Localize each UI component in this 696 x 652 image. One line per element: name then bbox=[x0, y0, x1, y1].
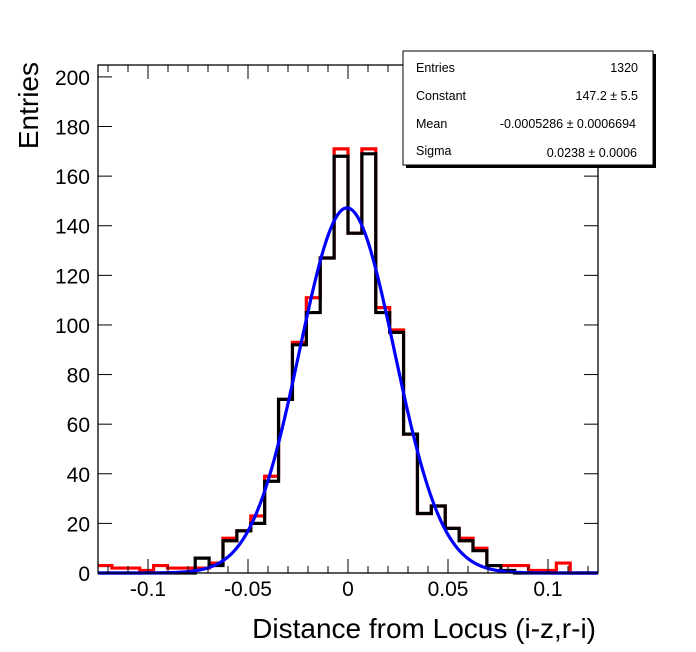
x-tick-label: 0.05 bbox=[428, 578, 469, 601]
stats-mean-label: Mean bbox=[416, 117, 447, 131]
y-tick-label: 60 bbox=[67, 414, 90, 437]
y-tick-label: 200 bbox=[55, 67, 90, 90]
y-tick-label: 0 bbox=[78, 563, 90, 586]
gaussian-fit bbox=[98, 206, 598, 575]
x-tick-label: 0.1 bbox=[533, 578, 562, 601]
stats-entries-value: 1320 bbox=[610, 61, 638, 75]
stats-mean-value: -0.0005286 ± 0.0006694 bbox=[500, 117, 636, 131]
x-tick-label: -0.05 bbox=[224, 578, 272, 601]
y-tick-label: 120 bbox=[55, 265, 90, 288]
y-tick-label: 80 bbox=[67, 365, 90, 388]
histogram-black-outline bbox=[98, 152, 598, 575]
stats-sigma-value: 0.0238 ± 0.0006 bbox=[547, 146, 637, 160]
y-tick-label: 40 bbox=[67, 464, 90, 487]
y-tick-label: 100 bbox=[55, 315, 90, 338]
y-tick-label: 160 bbox=[55, 166, 90, 189]
y-tick-label: 140 bbox=[55, 216, 90, 239]
y-axis-title: Entries bbox=[13, 62, 44, 149]
stats-constant-label: Constant bbox=[416, 89, 467, 103]
stats-constant-value: 147.2 ± 5.5 bbox=[576, 89, 639, 103]
stats-entries-label: Entries bbox=[416, 61, 455, 75]
y-tick-label: 20 bbox=[67, 513, 90, 536]
x-tick-label: -0.1 bbox=[130, 578, 166, 601]
x-axis-title: Distance from Locus (i-z,r-i) bbox=[252, 613, 596, 644]
stats-box: Entries 1320 Constant 147.2 ± 5.5 Mean -… bbox=[402, 50, 656, 168]
stats-box-frame bbox=[402, 50, 654, 166]
y-tick-label: 180 bbox=[55, 117, 90, 140]
stats-sigma-label: Sigma bbox=[416, 144, 451, 158]
histogram-black bbox=[98, 152, 598, 575]
x-tick-label: 0 bbox=[342, 578, 354, 601]
